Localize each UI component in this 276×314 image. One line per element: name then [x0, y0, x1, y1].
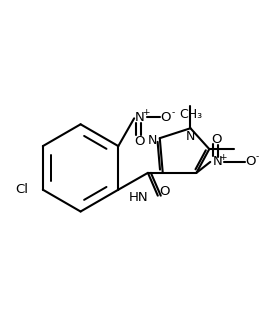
Text: CH₃: CH₃: [179, 108, 202, 121]
Text: O: O: [246, 155, 256, 168]
Text: +: +: [219, 153, 227, 161]
Text: N: N: [148, 134, 158, 147]
Text: O: O: [211, 133, 221, 146]
Text: -: -: [171, 108, 174, 117]
Text: HN: HN: [128, 191, 148, 204]
Text: -: -: [255, 153, 258, 161]
Text: O: O: [160, 185, 170, 198]
Text: N: N: [186, 130, 195, 143]
Text: N: N: [135, 111, 145, 124]
Text: +: +: [142, 108, 150, 117]
Text: O: O: [161, 111, 171, 124]
Text: O: O: [134, 135, 144, 148]
Text: Cl: Cl: [15, 183, 28, 196]
Text: N: N: [212, 155, 222, 168]
